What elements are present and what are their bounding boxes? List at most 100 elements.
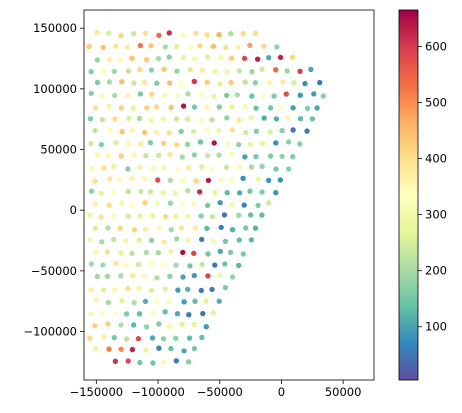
scatter-point (161, 165, 167, 171)
scatter-point (167, 273, 173, 279)
scatter-point (277, 177, 284, 183)
scatter-point (137, 67, 143, 73)
scatter-point (110, 213, 117, 219)
colorbar-tick-label: 600 (425, 39, 447, 53)
scatter-point (166, 323, 172, 329)
scatter-point (205, 273, 211, 279)
scatter-point (204, 104, 210, 110)
scatter-point (191, 345, 198, 352)
scatter-point (227, 249, 234, 256)
scatter-point (136, 237, 142, 243)
scatter-point (266, 55, 272, 61)
scatter-point (155, 152, 162, 159)
scatter-point (118, 250, 124, 256)
scatter-point (118, 273, 124, 279)
scatter-point (224, 115, 230, 121)
scatter-point (216, 152, 222, 158)
scatter-point (204, 225, 210, 232)
scatter-point (111, 188, 117, 195)
scatter-point (190, 128, 197, 134)
scatter-point (94, 57, 101, 63)
scatter-point (142, 298, 149, 305)
scatter-point (143, 249, 149, 256)
scatter-point (131, 80, 137, 86)
scatter-point (185, 165, 192, 171)
scatter-point (273, 190, 279, 196)
scatter-point (240, 175, 246, 182)
scatter-point (98, 214, 104, 220)
scatter-point (119, 200, 125, 207)
scatter-point (224, 141, 231, 147)
scatter-point (320, 93, 327, 99)
scatter-point (136, 115, 143, 122)
scatter-point (271, 93, 277, 99)
scatter-point (243, 225, 249, 231)
scatter-point (309, 116, 316, 122)
scatter-point (154, 200, 161, 207)
scatter-point (247, 141, 254, 148)
scatter-point (106, 57, 113, 63)
scatter-point (252, 30, 259, 36)
scatter-point (156, 225, 163, 231)
scatter-point (144, 105, 150, 111)
scatter-point (253, 153, 259, 160)
scatter-point (280, 79, 286, 85)
scatter-point (160, 190, 166, 196)
scatter-point (92, 323, 98, 329)
scatter-point (180, 178, 186, 184)
scatter-point (191, 272, 197, 279)
scatter-point (185, 237, 191, 243)
scatter-point (112, 116, 118, 122)
scatter-point (187, 44, 194, 51)
scatter-point (149, 91, 155, 98)
scatter-point (248, 115, 254, 121)
scatter-point (187, 67, 193, 73)
scatter-point (106, 103, 112, 109)
scatter-point (92, 105, 99, 111)
scatter-point (178, 128, 184, 135)
scatter-point (193, 178, 199, 184)
scatter-point (204, 202, 211, 209)
scatter-point (153, 129, 160, 136)
scatter-point (106, 202, 112, 209)
y-tick-label: −100000 (23, 324, 77, 338)
scatter-point (261, 115, 267, 121)
scatter-point (137, 164, 143, 170)
scatter-point (111, 236, 117, 243)
scatter-point (150, 360, 156, 366)
scatter-point (124, 336, 130, 342)
scatter-point (87, 212, 93, 218)
scatter-point (236, 212, 242, 218)
scatter-point (106, 127, 113, 133)
y-axis: −100000 −50000 0 50000 100000 150000 (23, 21, 84, 338)
scatter-point (173, 335, 179, 341)
scatter-point (161, 66, 167, 73)
scatter-point (166, 54, 172, 60)
scatter-point (240, 30, 246, 37)
scatter-point (143, 324, 150, 330)
scatter-point (314, 105, 320, 111)
scatter-point (186, 335, 193, 341)
scatter-point (86, 43, 92, 50)
scatter-point (113, 140, 119, 146)
scatter-point (180, 54, 187, 61)
scatter-point (136, 311, 143, 317)
scatter-point (88, 287, 94, 293)
scatter-point (203, 324, 209, 330)
scatter-point (160, 116, 167, 122)
scatter-point (248, 164, 255, 170)
scatter-point (199, 236, 205, 243)
scatter-point (178, 225, 185, 231)
scatter-point (277, 54, 284, 61)
scatter-point (92, 225, 98, 231)
scatter-point (155, 177, 161, 183)
y-tick-label: 50000 (40, 143, 77, 157)
scatter-point (119, 79, 125, 85)
scatter-point (187, 263, 193, 269)
x-tick-label: 50000 (325, 385, 362, 399)
scatter-point (150, 310, 156, 316)
scatter-point (167, 177, 173, 183)
x-tick-label: −150000 (70, 385, 124, 399)
scatter-point (88, 261, 95, 267)
scatter-point (199, 261, 205, 268)
